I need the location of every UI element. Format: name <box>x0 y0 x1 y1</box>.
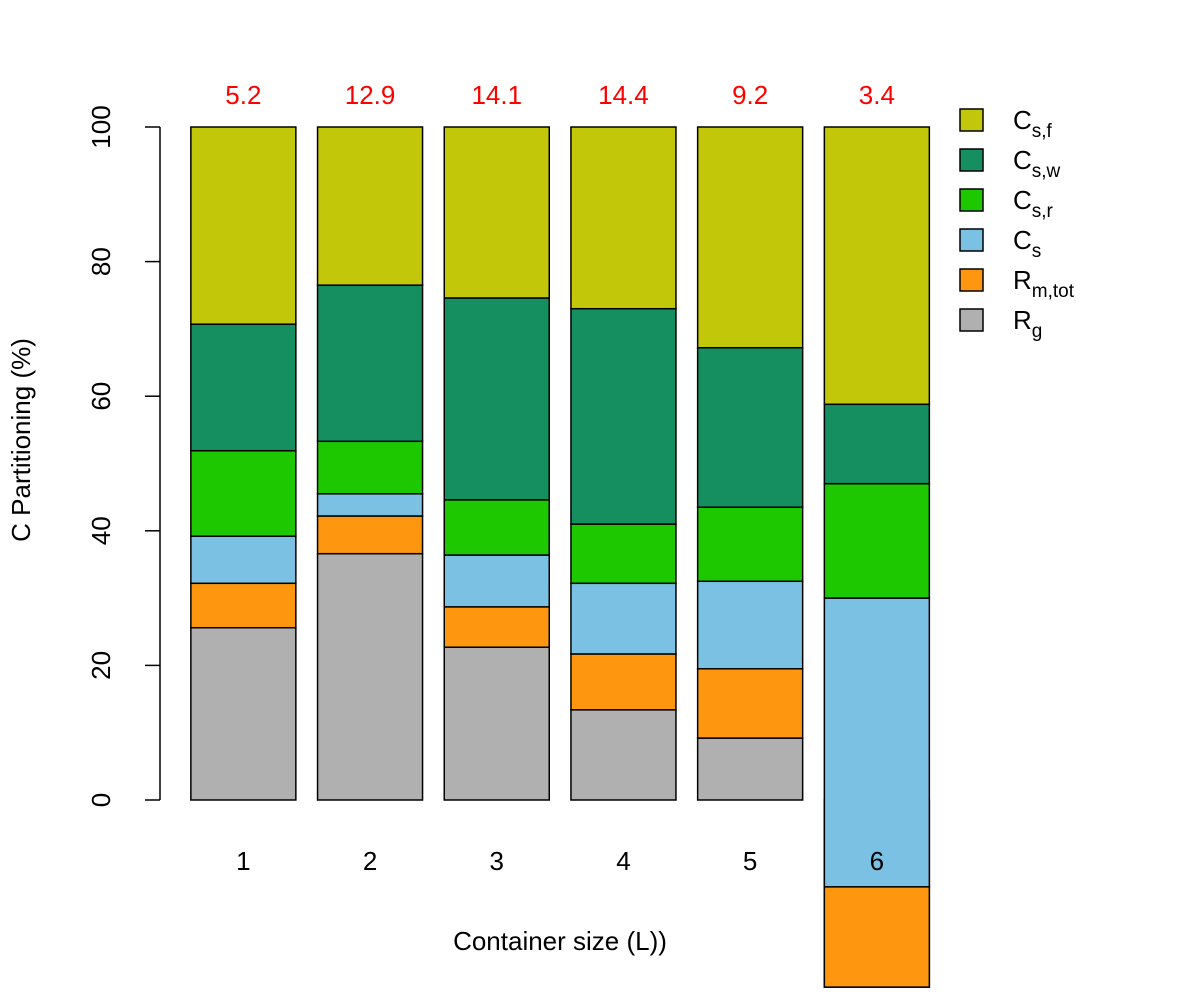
bar-segment <box>190 323 297 452</box>
bar-segment <box>443 126 550 299</box>
bar-segment <box>696 346 804 508</box>
top-label: 14.1 <box>471 80 522 110</box>
legend-label: Cs,w <box>1013 145 1061 182</box>
bar-segment <box>696 737 804 801</box>
legend-subscript: g <box>1032 321 1043 342</box>
y-axis-label: C Partitioning (%) <box>6 338 36 542</box>
legend-swatch <box>959 308 984 332</box>
bar-segment <box>570 126 677 310</box>
legend-label: Rg <box>1013 305 1042 342</box>
bar-segment <box>570 523 677 585</box>
legend-name: C <box>1013 225 1032 255</box>
bar-segment <box>823 482 931 599</box>
bar-segment <box>570 709 677 801</box>
bar-segment <box>190 535 297 585</box>
bar-segment <box>696 126 804 349</box>
bar-segment <box>316 552 424 801</box>
y-tick-label: 80 <box>86 247 116 276</box>
top-label: 9.2 <box>732 80 768 110</box>
y-tick-label: 0 <box>86 793 116 807</box>
x-tick-label: 5 <box>743 846 757 876</box>
x-tick-label: 2 <box>363 846 377 876</box>
bar-segment <box>443 554 550 608</box>
legend-label: Cs,r <box>1013 185 1054 222</box>
bar-segment <box>190 126 297 325</box>
y-tick-label: 20 <box>86 651 116 680</box>
legend-swatch <box>959 188 984 212</box>
top-label: 3.4 <box>859 80 895 110</box>
x-tick-label: 4 <box>616 846 630 876</box>
bar-segment <box>696 506 804 583</box>
legend-name: C <box>1013 185 1032 215</box>
legend-label: Cs,f <box>1013 105 1053 142</box>
x-axis-label: Container size (L)) <box>453 926 667 956</box>
bar-segment <box>570 653 677 711</box>
legend-swatch <box>959 148 984 172</box>
x-tick-label: 1 <box>236 846 250 876</box>
y-tick-label: 40 <box>86 516 116 545</box>
top-label: 12.9 <box>345 80 396 110</box>
legend-label: Rm,tot <box>1013 265 1075 302</box>
y-tick-label: 100 <box>86 105 116 148</box>
bar-segment <box>190 449 297 537</box>
bar-segment <box>443 297 550 501</box>
legend-name: R <box>1013 305 1032 335</box>
x-tick-label: 6 <box>870 846 884 876</box>
bar-segment <box>190 582 297 629</box>
bar-segment <box>570 582 677 655</box>
y-tick-label: 60 <box>86 382 116 411</box>
legend-subscript: s,r <box>1032 201 1054 222</box>
bar-segment <box>316 284 424 443</box>
bar-segment <box>443 606 550 648</box>
bar-segment <box>316 493 424 517</box>
legend-name: C <box>1013 145 1032 175</box>
legend-subscript: s <box>1032 241 1042 262</box>
bar-segment <box>823 597 931 888</box>
top-label: 5.2 <box>225 80 261 110</box>
legend-name: C <box>1013 105 1032 135</box>
x-tick-label: 3 <box>490 846 504 876</box>
bar-segment <box>696 668 804 739</box>
bar-segment <box>316 126 424 286</box>
legend-swatch <box>959 268 984 292</box>
legend-subscript: s,w <box>1032 161 1061 182</box>
legend-swatch <box>959 108 984 132</box>
bar-segment <box>443 646 550 801</box>
legend-subscript: s,f <box>1032 121 1053 142</box>
bar-segment <box>696 580 804 670</box>
legend-swatch <box>959 228 984 252</box>
legend-name: R <box>1013 265 1032 295</box>
bar-segment <box>316 515 424 555</box>
legend-subscript: m,tot <box>1032 281 1075 302</box>
top-label: 14.4 <box>598 80 649 110</box>
bar-segment <box>190 626 297 801</box>
bar-segment <box>316 440 424 495</box>
legend-label: Cs <box>1013 225 1041 262</box>
bar-segment <box>570 307 677 525</box>
bar-segment <box>823 126 931 406</box>
bar-segment <box>823 403 931 485</box>
bar-segment <box>823 886 931 988</box>
bar-segment <box>443 499 550 556</box>
